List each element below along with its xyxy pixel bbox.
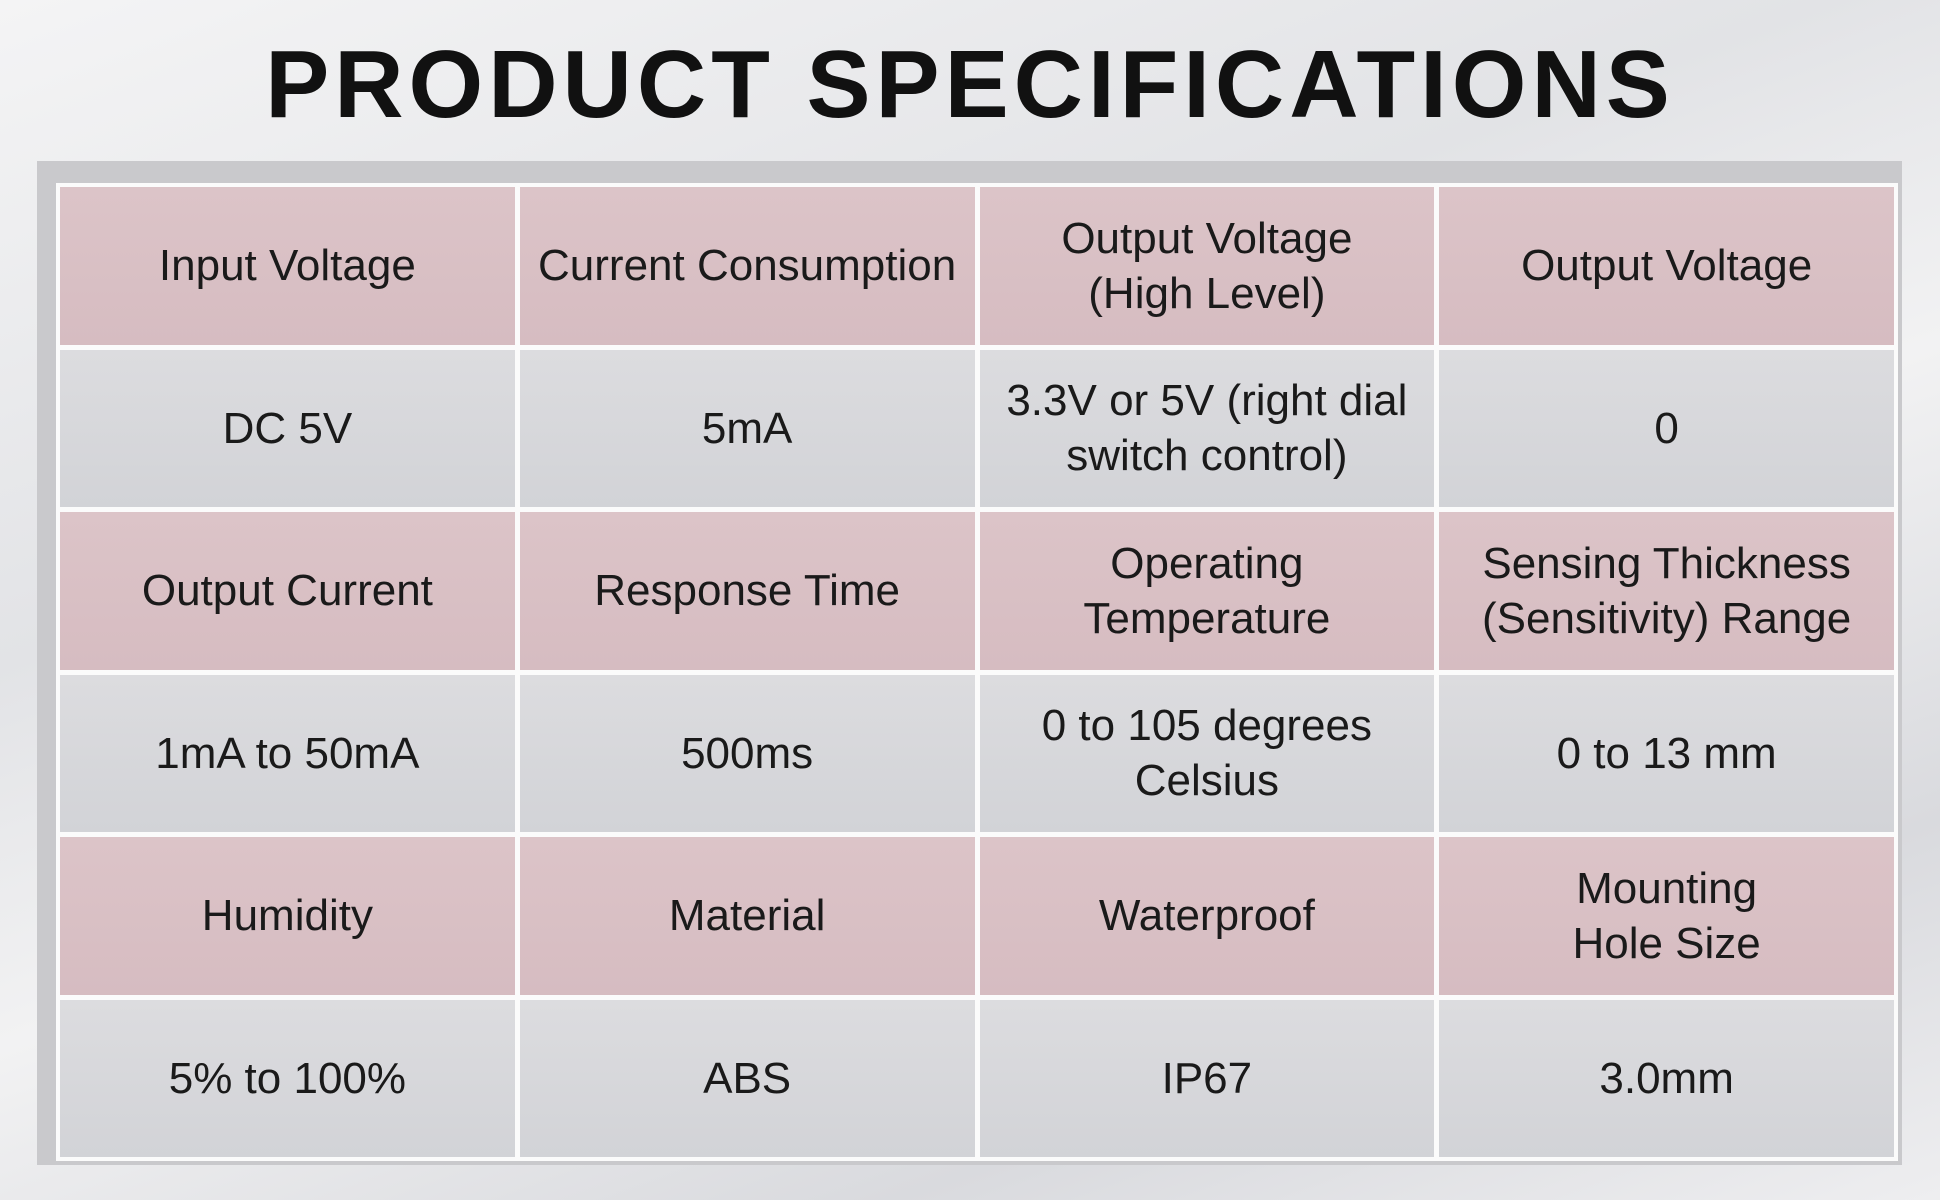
spec-value: 500ms: [519, 674, 975, 832]
spec-value: 5% to 100%: [60, 999, 515, 1157]
spec-value: 0 to 13 mm: [1439, 674, 1894, 832]
spec-table: Input Voltage Current Consumption Output V…: [56, 183, 1898, 1161]
spec-value: DC 5V: [60, 349, 515, 507]
spec-label: Output Voltage (High Level): [979, 187, 1435, 345]
spec-label: Output Current: [60, 512, 515, 670]
spec-label: Mounting Hole Size: [1439, 837, 1894, 995]
spec-value: 3.0mm: [1439, 999, 1894, 1157]
spec-label: Material: [519, 837, 975, 995]
spec-value: ABS: [519, 999, 975, 1157]
spec-label: Operating Temperature: [979, 512, 1435, 670]
spec-value: 0: [1439, 349, 1894, 507]
spec-label: Current Consumption: [519, 187, 975, 345]
spec-value: IP67: [979, 999, 1435, 1157]
title: PRODUCT SPECIFICATIONS: [265, 31, 1675, 138]
spec-value: 3.3V or 5V (right dial switch control): [979, 349, 1435, 507]
table-frame: Input Voltage Current Consumption Output V…: [37, 161, 1902, 1165]
spec-label: Waterproof: [979, 837, 1435, 995]
spec-value: 1mA to 50mA: [60, 674, 515, 832]
spec-label: Input Voltage: [60, 187, 515, 345]
spec-value: 5mA: [519, 349, 975, 507]
spec-value: 0 to 105 degrees Celsius: [979, 674, 1435, 832]
spec-label: Sensing Thickness (Sensitivity) Range: [1439, 512, 1894, 670]
spec-label: Humidity: [60, 837, 515, 995]
spec-label: Response Time: [519, 512, 975, 670]
spec-label: Output Voltage: [1439, 187, 1894, 345]
